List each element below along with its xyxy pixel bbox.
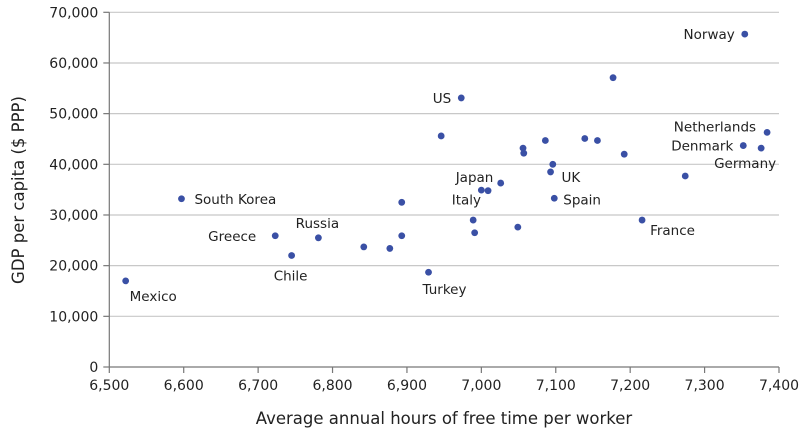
data-point (457, 94, 465, 102)
y-tick-label: 30,000 (49, 208, 98, 224)
data-point (609, 74, 617, 82)
data-point (741, 30, 749, 38)
data-point (360, 243, 368, 251)
point-label: Mexico (130, 289, 177, 305)
y-tick-label: 0 (89, 360, 98, 376)
data-point (757, 144, 765, 152)
point-label: Germany (714, 156, 776, 172)
data-point (520, 149, 528, 157)
x-tick-label: 6,700 (238, 378, 278, 394)
point-labels: Mexico South Korea Greece Chile Russia Turkey… (130, 27, 776, 305)
y-axis-title: GDP per capita ($ PPP) (9, 96, 28, 284)
data-point (178, 195, 185, 203)
x-tick-label: 7,300 (685, 378, 725, 394)
data-point (514, 223, 522, 231)
y-tick-label: 10,000 (49, 309, 98, 325)
data-point (550, 194, 558, 202)
data-point (425, 268, 432, 276)
point-label: Denmark (671, 139, 733, 155)
point-label: Norway (684, 27, 735, 43)
data-point (638, 216, 646, 224)
data-point (497, 179, 505, 187)
point-label: US (433, 91, 451, 107)
data-point (541, 137, 549, 144)
data-point (314, 234, 322, 242)
data-points (122, 30, 771, 285)
data-point (484, 187, 492, 195)
x-tick-label: 6,500 (89, 378, 129, 394)
y-tick-label: 70,000 (49, 5, 98, 21)
point-label: UK (562, 170, 582, 186)
data-point (681, 172, 689, 180)
point-label: France (650, 223, 695, 239)
data-point (581, 135, 589, 142)
y-tick-label: 60,000 (49, 56, 98, 72)
data-point (288, 252, 296, 259)
point-label: South Korea (194, 192, 276, 208)
x-tick-label: 7,200 (610, 378, 650, 394)
data-point (519, 144, 527, 152)
point-label: Greece (208, 229, 256, 245)
data-point (271, 232, 279, 240)
data-point (547, 168, 554, 176)
data-point (398, 232, 406, 240)
data-point (477, 186, 485, 194)
x-axis-title: Average annual hours of free time per wo… (256, 409, 633, 428)
point-label: Italy (452, 193, 481, 209)
data-point (594, 137, 601, 144)
data-point (386, 245, 394, 252)
data-point (437, 132, 445, 140)
data-point (620, 150, 628, 158)
data-point (398, 198, 406, 206)
data-point (122, 277, 130, 285)
axes: 0 10,000 20,000 30,000 40,000 50,000 60,000 70,… (49, 5, 799, 394)
point-label: Turkey (422, 282, 467, 298)
y-tick-label: 50,000 (49, 107, 98, 123)
data-point (549, 160, 557, 168)
x-tick-label: 7,000 (461, 378, 501, 394)
gridlines (109, 11, 779, 317)
point-label: Netherlands (674, 119, 756, 135)
point-label: Russia (296, 216, 339, 232)
x-tick-label: 7,400 (759, 378, 799, 394)
data-point (739, 142, 747, 149)
x-tick-label: 7,100 (536, 378, 576, 394)
x-tick-label: 6,900 (387, 378, 427, 394)
point-label: Japan (455, 170, 494, 186)
data-point (469, 216, 477, 224)
point-label: Spain (563, 192, 601, 208)
x-tick-label: 6,800 (312, 378, 352, 394)
y-tick-label: 20,000 (49, 259, 98, 275)
data-point (471, 229, 479, 237)
x-tick-label: 6,600 (164, 378, 204, 394)
point-label: Chile (274, 269, 308, 285)
data-point (763, 128, 771, 136)
y-tick-label: 40,000 (49, 157, 98, 173)
